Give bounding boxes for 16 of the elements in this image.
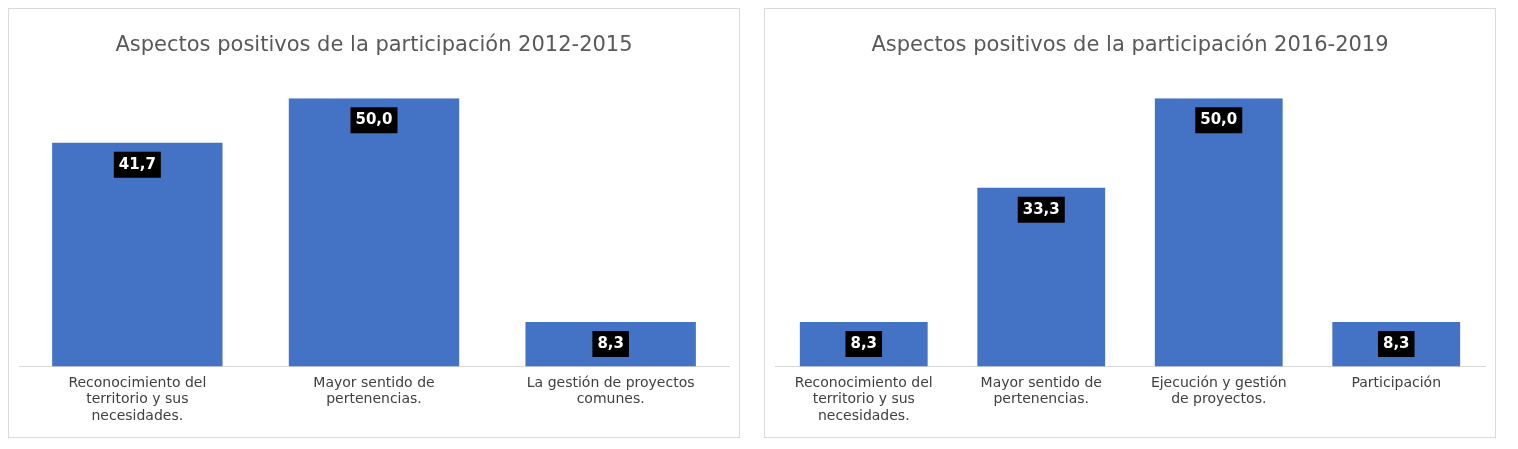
chart-title: Aspectos positivos de la participación 2012-2015 xyxy=(115,32,633,57)
x-tick-label: Participación xyxy=(1351,373,1442,390)
x-tick-label: Ejecución y gestión de proyectos. xyxy=(1150,373,1287,407)
x-tick-label: Reconocimiento del territorio y sus necesidades. xyxy=(794,373,933,424)
data-label: 8,3 xyxy=(850,333,878,352)
chart-title: Aspectos positivos de la participación 2016-2019 xyxy=(871,32,1389,57)
data-label: 33,3 xyxy=(1022,199,1060,218)
data-label: 50,0 xyxy=(355,110,393,129)
data-label: 41,7 xyxy=(118,154,156,173)
x-tick-label: Mayor sentido de pertenencias. xyxy=(980,373,1102,407)
data-label: 8,3 xyxy=(1382,333,1410,352)
data-label: 50,0 xyxy=(1200,110,1238,129)
x-tick-label: La gestión de proyectos comunes. xyxy=(526,373,695,407)
x-tick-label: Mayor sentido de pertenencias. xyxy=(313,373,435,407)
x-tick-label: Reconocimiento del territorio y sus necesidades. xyxy=(68,373,207,424)
data-label: 8,3 xyxy=(597,333,624,352)
